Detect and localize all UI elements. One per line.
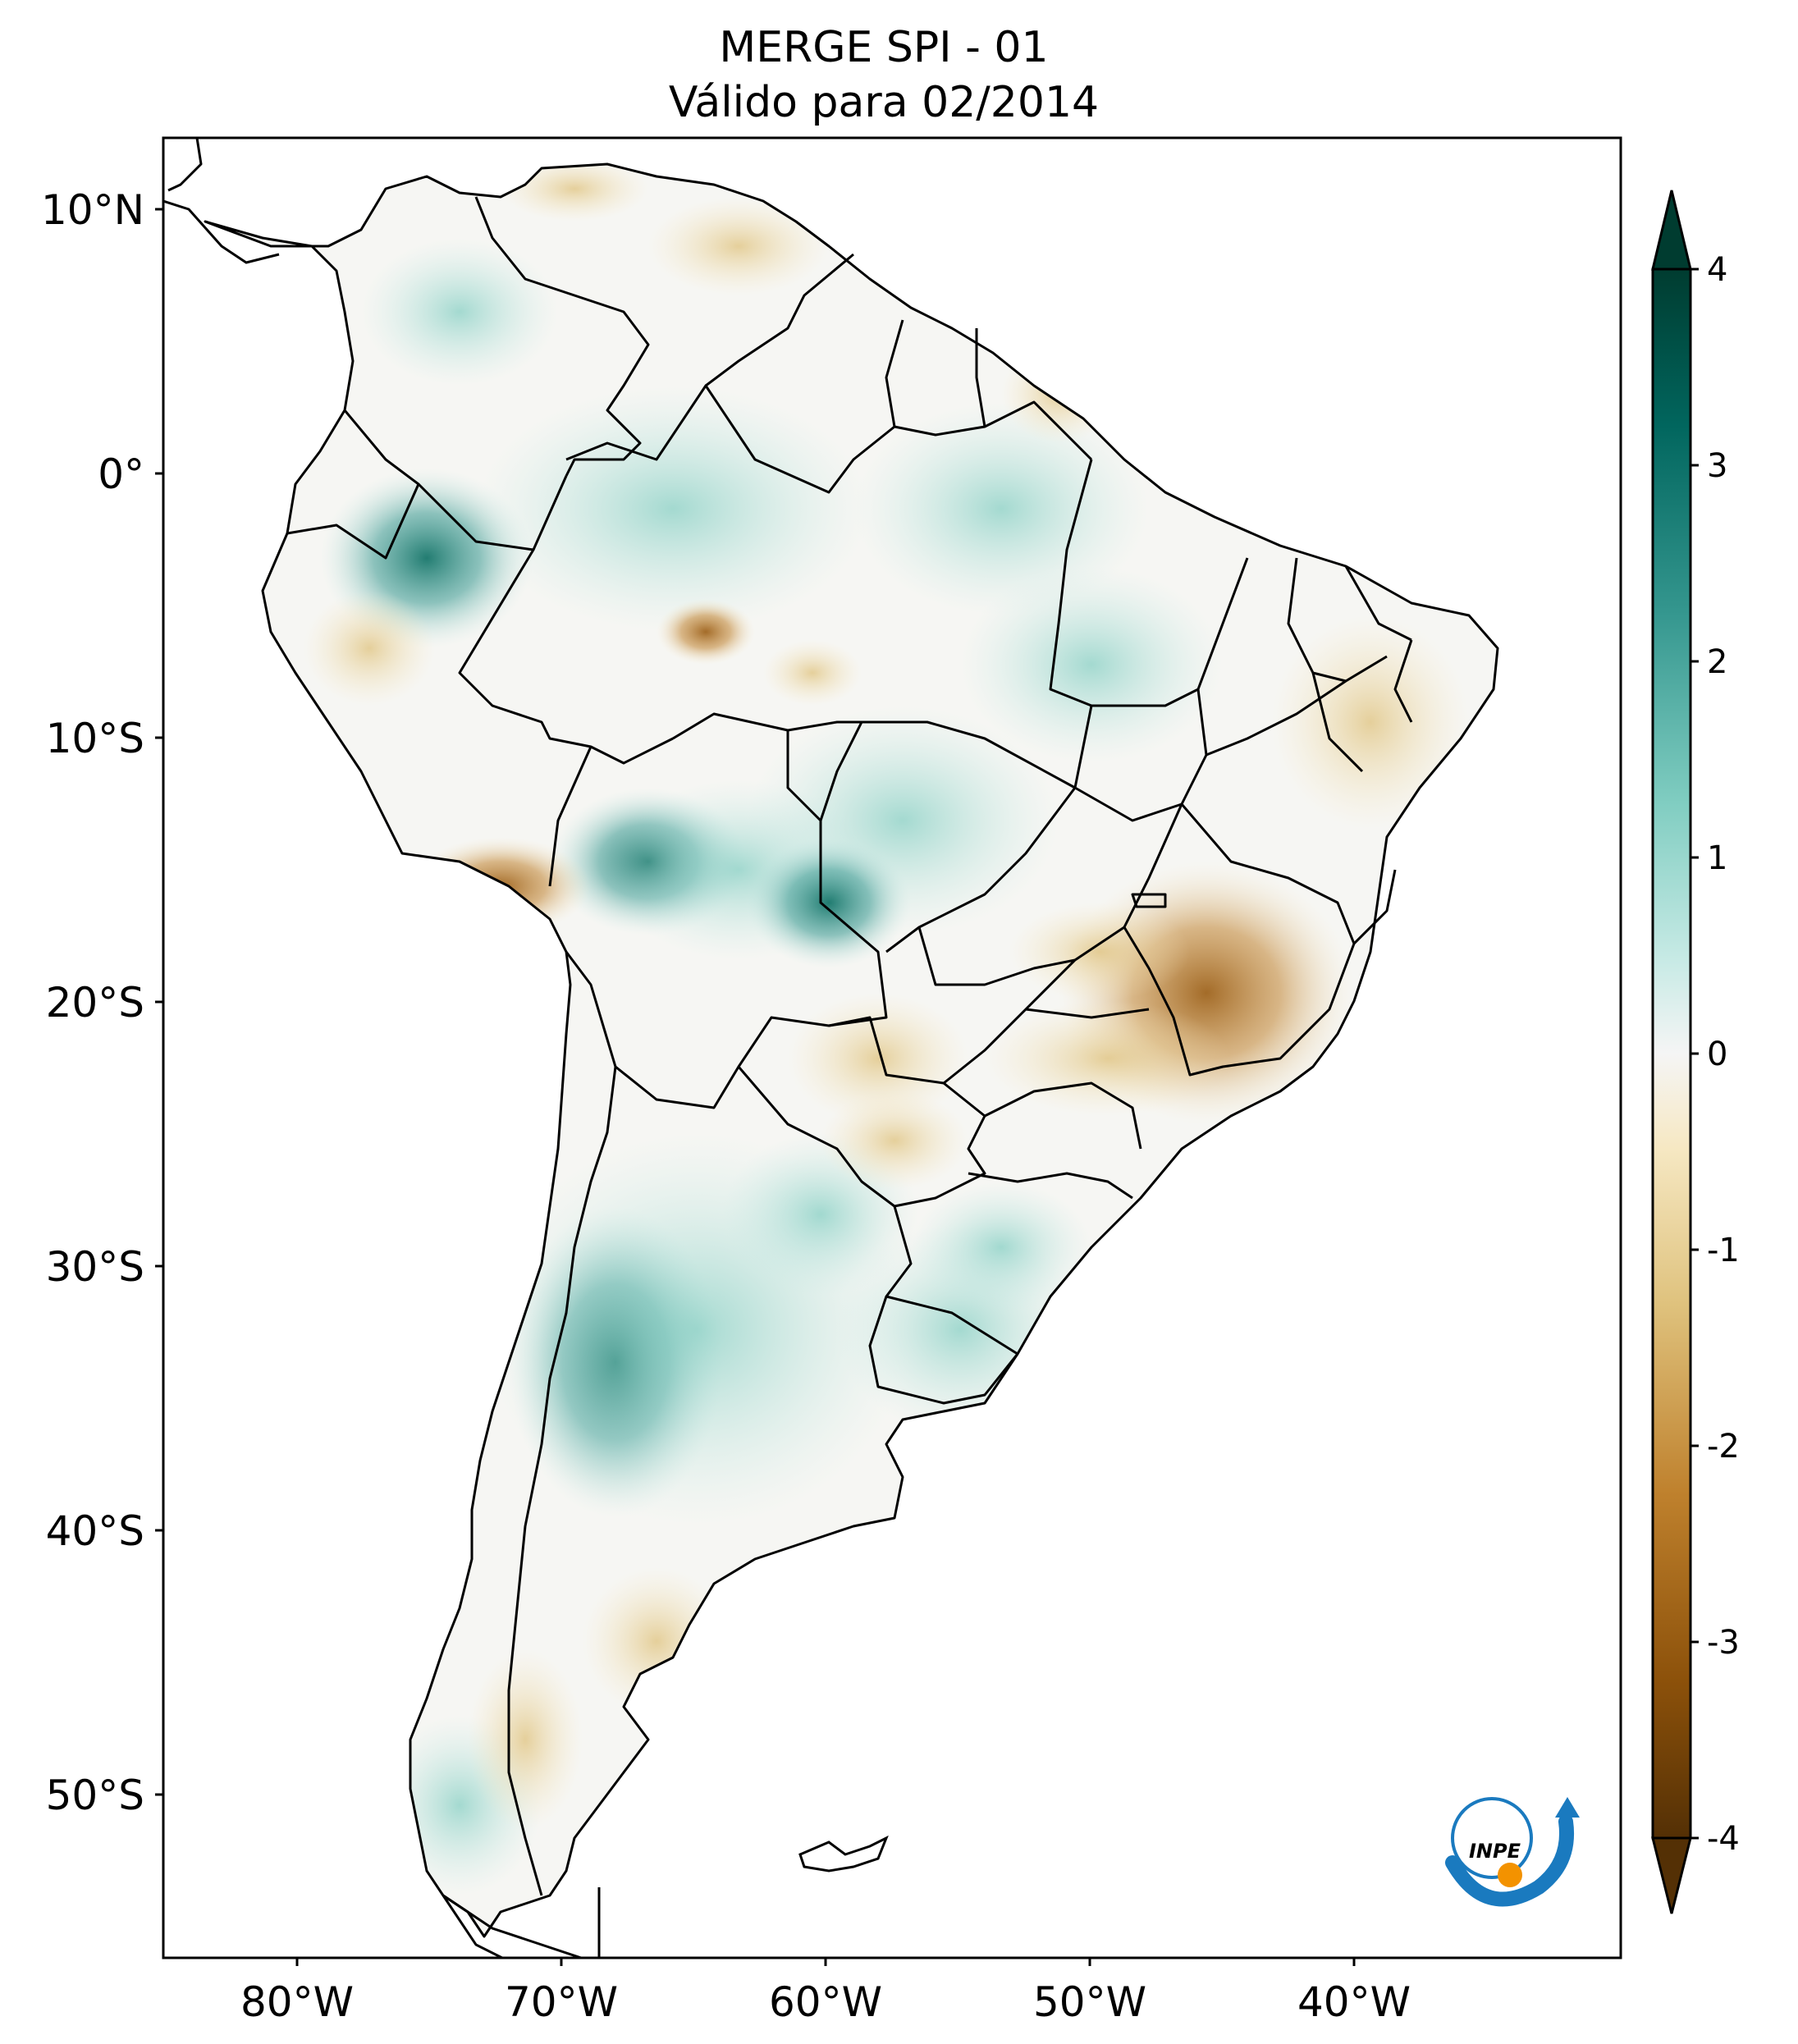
lon-tick: 70°W bbox=[505, 1978, 618, 2026]
title-line-1: MERGE SPI - 01 bbox=[719, 23, 1048, 72]
colorbar-tick-label: 1 bbox=[1707, 839, 1727, 877]
colorbar-tick-label: -1 bbox=[1707, 1232, 1740, 1269]
lat-tick: 0° bbox=[98, 450, 144, 498]
colorbar-tick-label: 4 bbox=[1707, 251, 1727, 289]
lat-tick: 10°N bbox=[41, 186, 144, 234]
colorbar-tick-label: -4 bbox=[1707, 1820, 1740, 1858]
lat-tick: 50°S bbox=[46, 1772, 144, 1819]
colorbar-bar bbox=[1651, 268, 1692, 1840]
spi-field bbox=[163, 138, 1499, 1958]
lon-tick: 50°W bbox=[1033, 1978, 1146, 2026]
inpe-logo-text: INPE bbox=[1469, 1840, 1521, 1863]
lat-tick: 40°S bbox=[46, 1507, 144, 1555]
colorbar-min-extend bbox=[1651, 1836, 1692, 1914]
colorbar-tick-label: 0 bbox=[1707, 1036, 1727, 1073]
lon-tick: 80°W bbox=[240, 1978, 354, 2026]
colorbar-max-extend bbox=[1651, 190, 1692, 271]
colorbar bbox=[1651, 190, 1692, 1914]
colorbar-tick-label: -3 bbox=[1707, 1624, 1740, 1662]
lat-axis: 10°N 0° 10°S 20°S 30°S 40°S 50°S bbox=[41, 186, 163, 1819]
lon-tick: 60°W bbox=[769, 1978, 882, 2026]
lat-tick: 10°S bbox=[46, 715, 144, 762]
falkland-islands bbox=[798, 1835, 889, 1873]
tierra-del-fuego bbox=[441, 1894, 585, 1958]
colorbar-tick-label: 2 bbox=[1707, 643, 1727, 681]
lat-tick: 20°S bbox=[46, 979, 144, 1027]
country-borders bbox=[163, 138, 1499, 1938]
title-line-2: Válido para 02/2014 bbox=[669, 78, 1099, 127]
map-frame bbox=[162, 136, 1622, 1959]
lon-axis: 80°W 70°W 60°W 50°W 40°W bbox=[240, 1958, 1411, 2026]
inpe-logo: INPE bbox=[1445, 1797, 1580, 1907]
colorbar-tick-label: -2 bbox=[1707, 1428, 1740, 1466]
colorbar-tick-label: 3 bbox=[1707, 447, 1727, 485]
lat-tick: 30°S bbox=[46, 1243, 144, 1291]
colorbar-ticks: 4 3 2 1 0 -1 -2 -3 -4 bbox=[1690, 251, 1740, 1858]
lon-tick: 40°W bbox=[1297, 1978, 1411, 2026]
